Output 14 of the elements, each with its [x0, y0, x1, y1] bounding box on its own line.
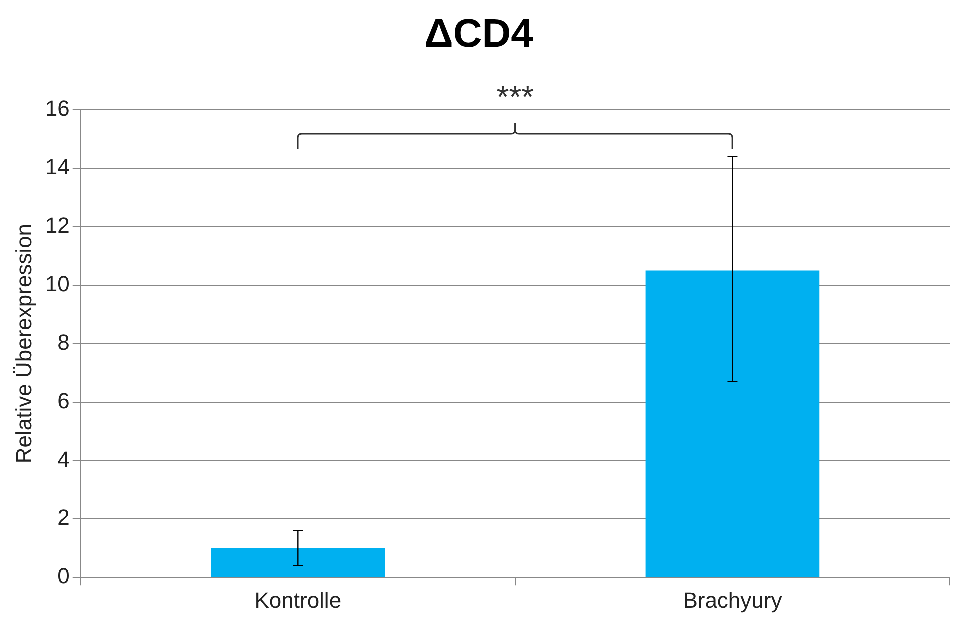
y-tick-label: 6 [58, 388, 70, 414]
y-tick-label: 16 [45, 96, 70, 122]
x-tick-label: Kontrolle [254, 588, 342, 613]
annotation: *** [496, 79, 534, 115]
chart-title: ΔCD4 [424, 12, 534, 56]
y-tick-label: 12 [45, 212, 70, 238]
y-tick-label: 10 [45, 271, 70, 296]
y-tick-label: 14 [45, 154, 70, 180]
y-tick-label: 2 [58, 505, 70, 530]
y-axis-title: Relative Überexpression [11, 224, 36, 464]
y-tick-label: 4 [58, 446, 70, 472]
y-tick-label: 0 [58, 564, 70, 589]
y-tick-label: 8 [58, 330, 70, 355]
x-tick-label: Brachyury [683, 588, 782, 613]
